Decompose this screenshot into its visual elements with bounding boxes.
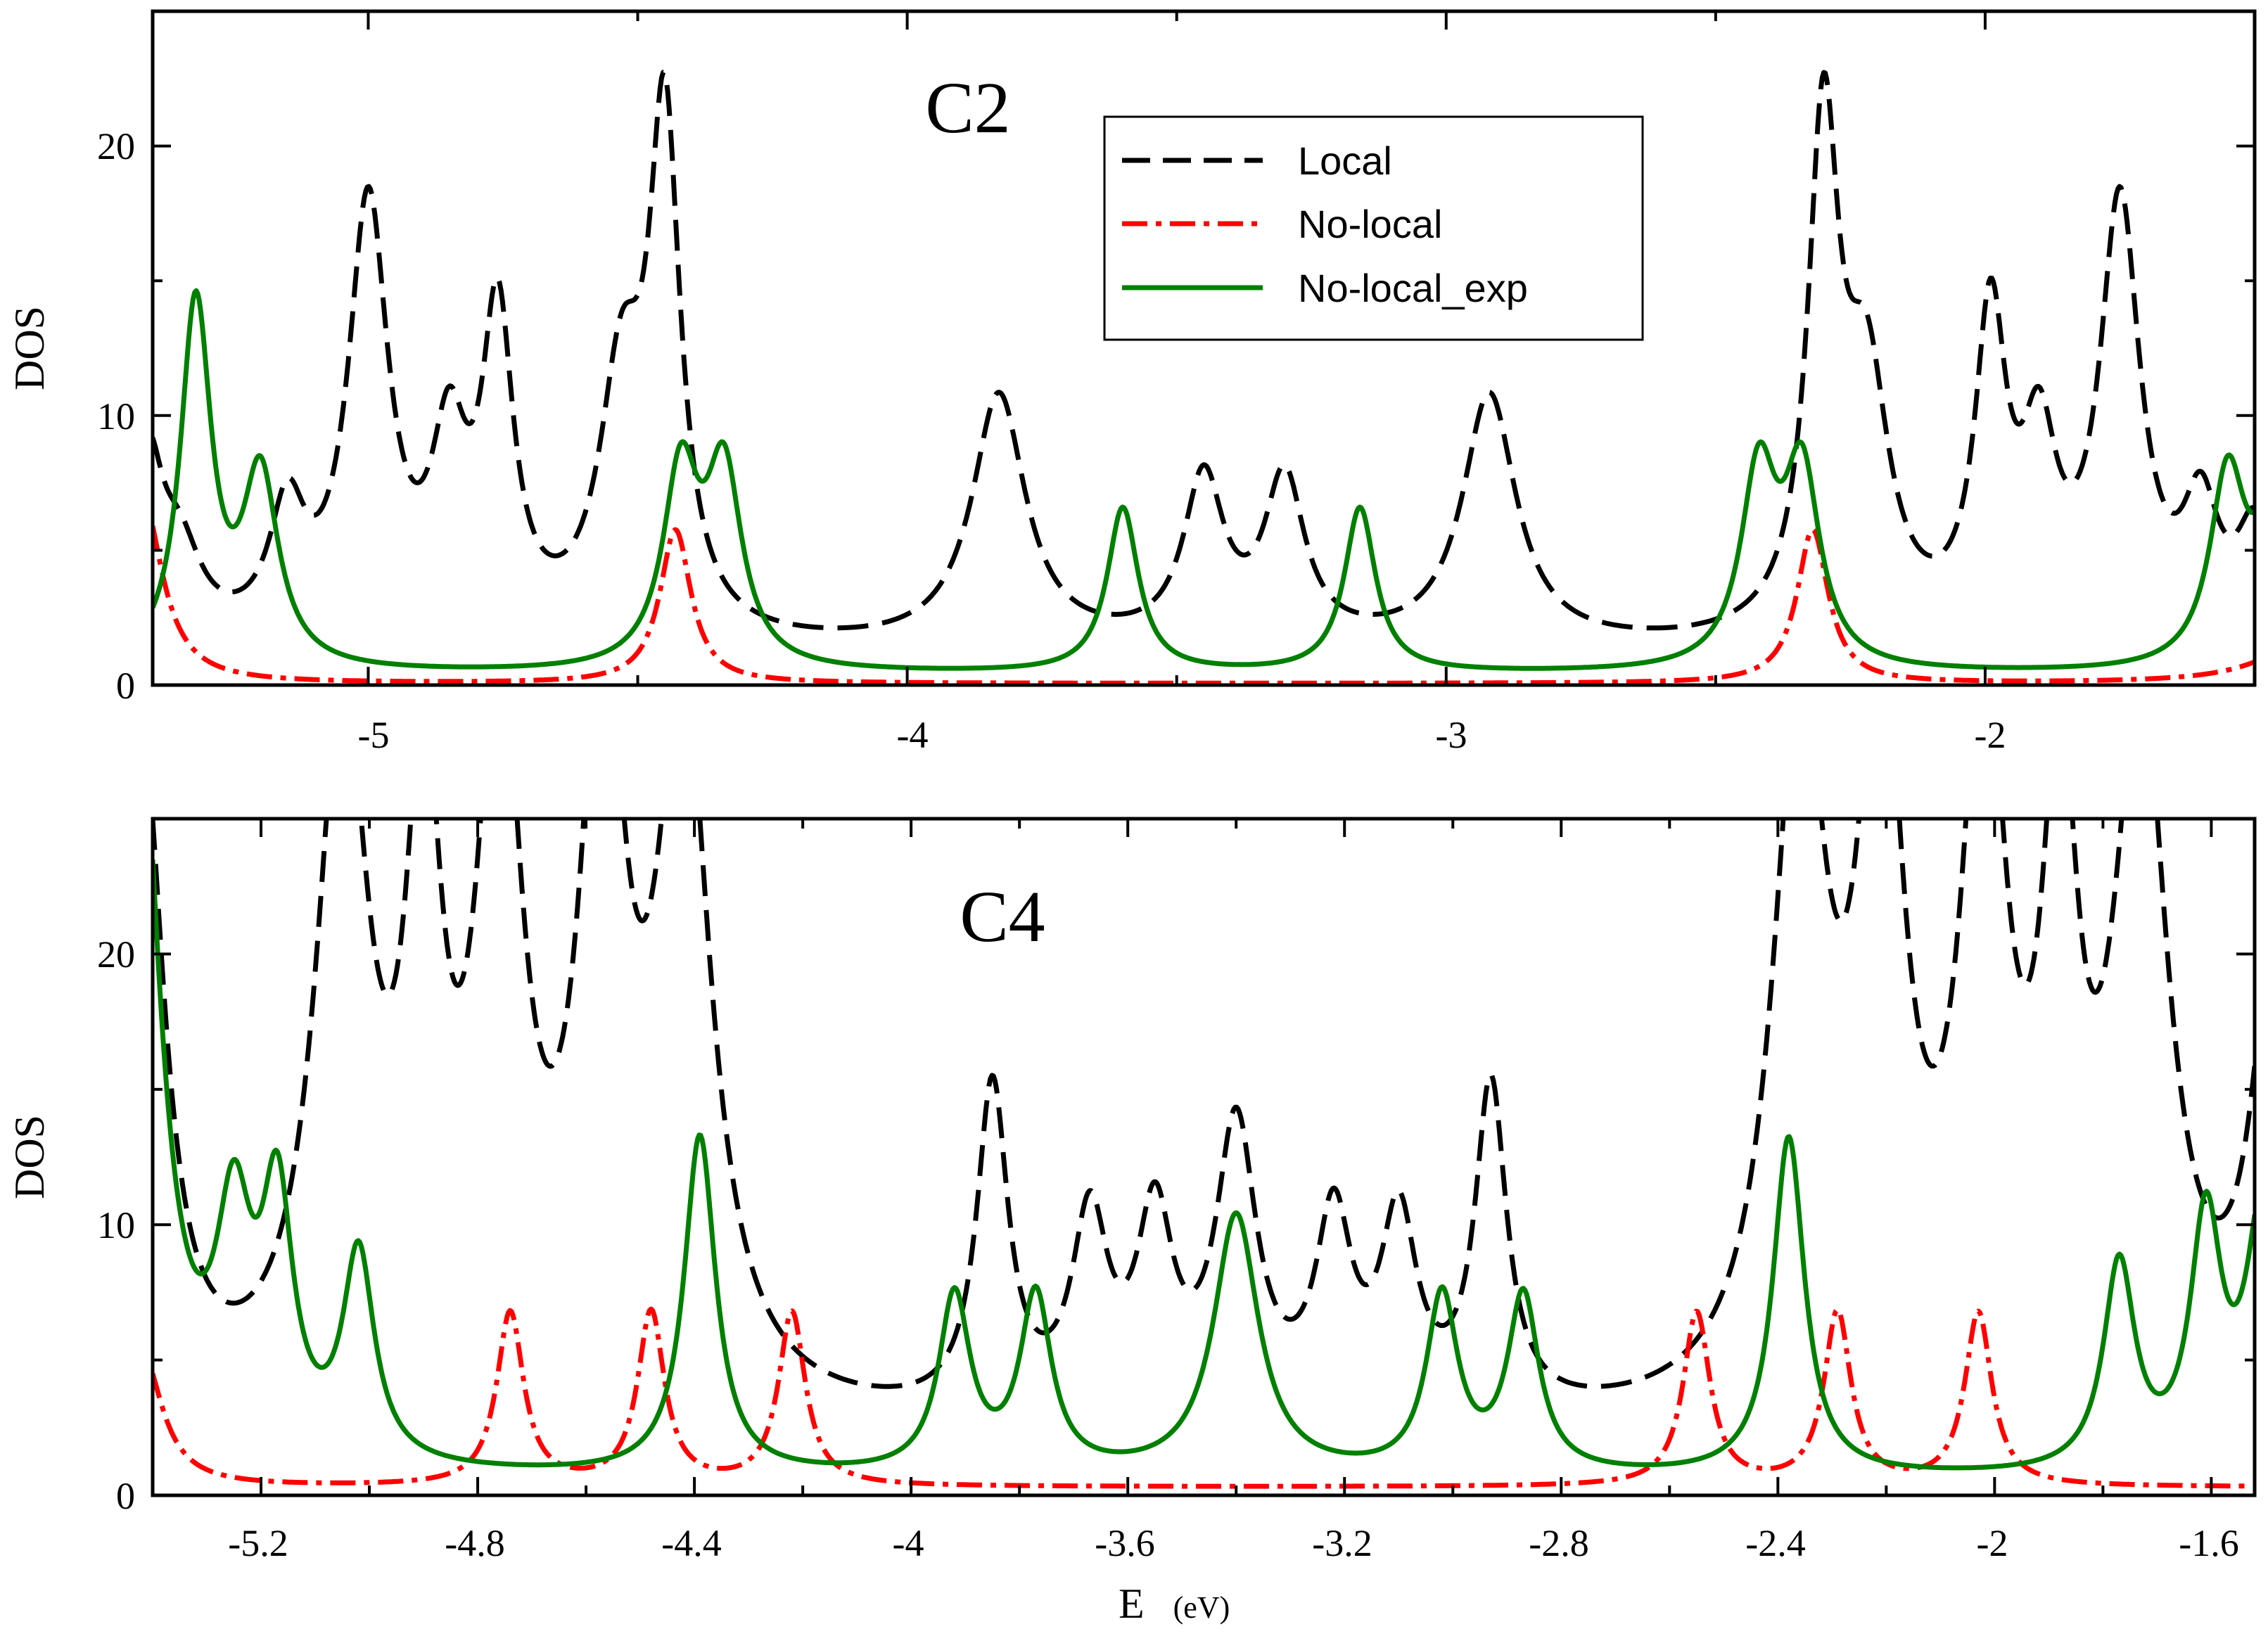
c2-series-local xyxy=(153,70,2255,631)
c2-y-axis-label: DOS xyxy=(6,306,53,390)
c2-xtick-label-4: -2 xyxy=(1975,714,2006,756)
x-axis-label: E (eV) xyxy=(1119,1580,1230,1627)
c4-y-axis-label: DOS xyxy=(6,1115,53,1199)
c2-xtick-label-3: -3 xyxy=(1436,714,1467,756)
c4-ytick-label-3: 20 xyxy=(97,933,135,976)
c4-ticks xyxy=(151,817,2255,1497)
c4-ytick-label-1: 0 xyxy=(116,1475,135,1517)
c4-series-no-local-exp xyxy=(153,859,2255,1471)
legend-label-no-local: No-local xyxy=(1298,202,1442,246)
c4-panel-title: C4 xyxy=(960,876,1045,957)
c2-xtick-label-2: -4 xyxy=(897,714,929,756)
c2-ytick-label-3: 20 xyxy=(97,125,135,167)
c4-xtick-label-3: -4.4 xyxy=(661,1522,721,1564)
x-axis-label-symbol: E xyxy=(1119,1580,1145,1627)
c4-xtick-label-2: -4.8 xyxy=(445,1522,504,1564)
legend-box xyxy=(1103,115,1644,341)
c4-ytick-label-2: 10 xyxy=(97,1204,135,1246)
c4-xtick-label-7: -2.8 xyxy=(1529,1522,1588,1564)
c2-ytick-label-1: 0 xyxy=(116,665,135,707)
c2-panel-title: C2 xyxy=(925,68,1010,148)
c4-xtick-label-8: -2.4 xyxy=(1745,1522,1805,1564)
c2-series-no-local-exp xyxy=(153,288,2255,671)
c4-xtick-label-10: -1.6 xyxy=(2179,1522,2238,1564)
panel-c4: -5.2 -4.8 -4.4 -4 -3.6 -3.2 -2.8 -2.4 -2… xyxy=(6,817,2257,1627)
c4-xtick-label-9: -2 xyxy=(1977,1522,2008,1564)
legend-label-no-local-exp: No-local_exp xyxy=(1298,266,1528,310)
c4-curves xyxy=(153,819,2255,1489)
c2-ticks xyxy=(153,10,2256,686)
c4-plot-frame xyxy=(151,817,2257,1497)
c2-curves xyxy=(153,70,2255,685)
c4-series-no-local xyxy=(153,1306,2255,1489)
c4-xtick-label-1: -5.2 xyxy=(228,1522,288,1564)
c4-xtick-label-6: -3.2 xyxy=(1312,1522,1372,1564)
c2-series-no-local xyxy=(153,525,2255,685)
panel-c2: -5 -4 -3 -2 0 10 20 DOS C2 Local No-loca… xyxy=(6,9,2257,756)
c4-xtick-label-5: -3.6 xyxy=(1095,1522,1154,1564)
legend-label-local: Local xyxy=(1298,139,1392,183)
c2-ytick-label-2: 10 xyxy=(97,395,135,437)
c2-xtick-label-1: -5 xyxy=(358,714,390,756)
legend: Local No-local No-local_exp xyxy=(1103,115,1644,341)
c4-xtick-label-4: -4 xyxy=(893,1522,924,1564)
c4-series-local xyxy=(153,819,2255,1389)
x-axis-label-unit: (eV) xyxy=(1173,1590,1230,1625)
c2-plot-frame xyxy=(151,9,2257,687)
